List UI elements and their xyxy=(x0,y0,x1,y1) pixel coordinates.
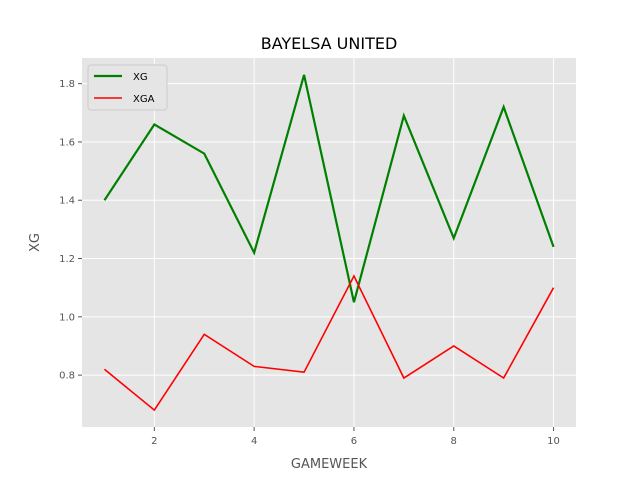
x-axis-label: GAMEWEEK xyxy=(291,457,368,472)
x-tick-label: 6 xyxy=(351,436,357,447)
y-tick-label: 1.8 xyxy=(59,79,75,90)
plot-area xyxy=(82,58,576,427)
legend-box xyxy=(87,64,168,111)
y-tick-label: 0.8 xyxy=(59,371,75,382)
x-axis-ticks: 2 4 6 8 10 xyxy=(151,427,560,447)
x-tick-label: 8 xyxy=(451,436,457,447)
y-axis-label: XG xyxy=(28,233,43,252)
legend-label-xg: XG xyxy=(133,72,148,83)
x-tick-label: 4 xyxy=(251,436,257,447)
x-tick-label: 10 xyxy=(547,436,560,447)
y-axis-ticks: 0.8 1.0 1.2 1.4 1.6 1.8 xyxy=(59,79,82,382)
y-tick-label: 1.0 xyxy=(59,312,75,323)
legend: XG XGA xyxy=(87,64,168,111)
y-tick-label: 1.4 xyxy=(59,196,75,207)
chart-title: BAYELSA UNITED xyxy=(261,34,398,53)
legend-label-xga: XGA xyxy=(133,94,155,105)
y-tick-label: 1.6 xyxy=(59,137,75,148)
series-line-xga xyxy=(103,274,555,412)
series-line-xg xyxy=(103,74,555,303)
x-tick-label: 2 xyxy=(151,436,157,447)
y-tick-label: 1.2 xyxy=(59,254,75,265)
grid xyxy=(82,58,576,427)
series-layer xyxy=(103,74,555,412)
